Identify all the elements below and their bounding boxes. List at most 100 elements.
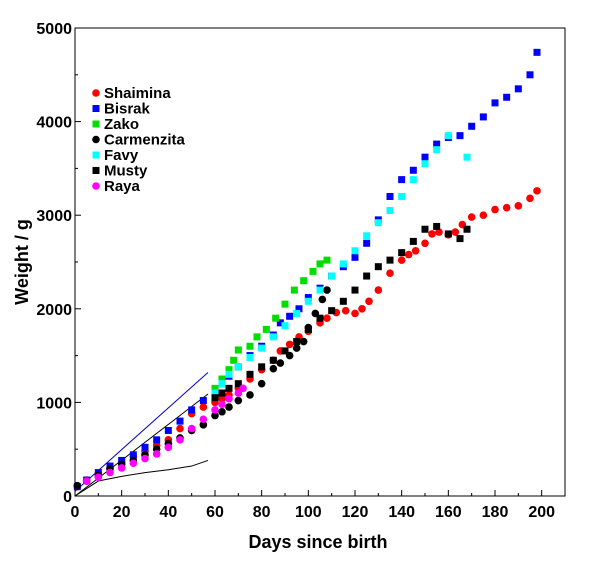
- y-tick-label: 2000: [36, 302, 72, 319]
- data-point: [218, 380, 226, 388]
- x-axis-title: Days since birth: [248, 532, 387, 552]
- data-point: [218, 394, 226, 403]
- data-point: [491, 99, 499, 107]
- data-point: [533, 187, 541, 195]
- data-point: [285, 340, 294, 349]
- data-point: [225, 403, 233, 411]
- data-point: [309, 267, 317, 275]
- data-point: [106, 468, 114, 477]
- data-point: [479, 113, 487, 121]
- data-point: [141, 454, 149, 463]
- data-point: [164, 443, 173, 452]
- data-point: [304, 294, 312, 302]
- data-point: [176, 424, 184, 433]
- legend-label: Favy: [104, 147, 139, 164]
- data-point: [328, 307, 336, 315]
- legend: ShaiminaBisrakZakoCarmenzitaFavyMustyRay…: [92, 85, 186, 195]
- data-point: [409, 237, 417, 245]
- data-point: [199, 397, 207, 405]
- data-point: [290, 286, 298, 294]
- legend-marker: [92, 120, 100, 128]
- data-point: [502, 203, 511, 212]
- legend-marker: [92, 151, 100, 159]
- data-point: [218, 407, 226, 416]
- data-point: [218, 400, 226, 409]
- data-point: [323, 286, 331, 294]
- legend-item: Favy: [92, 147, 139, 164]
- data-point: [374, 286, 383, 294]
- data-point: [428, 230, 436, 238]
- data-point: [316, 286, 324, 294]
- y-tick-label: 0: [63, 489, 72, 506]
- data-point: [451, 228, 460, 236]
- x-tick-label: 200: [528, 504, 555, 521]
- legend-item: Shaimina: [92, 85, 171, 102]
- legend-marker: [92, 89, 100, 97]
- data-point: [129, 459, 138, 468]
- data-point: [318, 295, 327, 304]
- data-point: [187, 424, 196, 433]
- data-point: [246, 353, 254, 361]
- legend-item: Musty: [92, 163, 148, 180]
- data-point: [164, 426, 172, 434]
- data-point: [153, 436, 161, 444]
- data-point: [300, 277, 308, 285]
- data-point: [276, 319, 284, 327]
- legend-label: Bisrak: [104, 101, 151, 118]
- data-point: [533, 48, 541, 56]
- legend-marker: [92, 105, 100, 112]
- data-point: [526, 71, 534, 79]
- legend-label: Musty: [104, 163, 148, 180]
- data-point: [351, 309, 359, 318]
- data-point: [328, 272, 336, 280]
- data-point: [421, 160, 429, 168]
- data-point: [467, 213, 476, 221]
- data-point: [269, 333, 277, 341]
- data-point: [479, 211, 488, 219]
- data-point: [211, 394, 219, 402]
- x-tick-label: 180: [482, 504, 509, 521]
- x-tick-label: 0: [71, 504, 80, 521]
- legend-marker: [92, 167, 100, 174]
- data-point: [211, 406, 219, 414]
- data-point: [225, 366, 233, 374]
- legend-label: Raya: [104, 178, 141, 195]
- data-point: [218, 375, 226, 383]
- data-point: [246, 342, 254, 350]
- data-point: [269, 364, 278, 373]
- x-tick-label: 60: [206, 504, 224, 521]
- data-point: [276, 359, 285, 367]
- data-point: [225, 370, 233, 378]
- series-musty: [211, 222, 471, 402]
- data-point: [503, 93, 511, 101]
- data-point: [295, 305, 303, 313]
- data-point: [211, 411, 219, 420]
- data-point: [293, 309, 301, 317]
- data-point: [246, 370, 254, 378]
- data-point: [281, 300, 289, 308]
- data-point: [316, 260, 324, 268]
- data-point: [456, 235, 464, 243]
- data-point: [363, 239, 371, 247]
- data-point: [82, 477, 91, 485]
- data-point: [218, 389, 226, 397]
- data-point: [433, 222, 441, 230]
- data-point: [463, 153, 471, 161]
- data-point: [117, 464, 126, 472]
- data-point: [339, 297, 347, 305]
- data-point: [323, 256, 331, 264]
- data-point: [234, 389, 243, 397]
- data-point: [292, 344, 301, 352]
- data-point: [374, 219, 382, 227]
- data-point: [230, 356, 238, 364]
- y-axis-title: Weight / g: [12, 219, 32, 305]
- data-point: [234, 380, 242, 388]
- data-point: [176, 417, 184, 425]
- data-point: [421, 225, 429, 233]
- data-point: [374, 263, 382, 271]
- x-tick-label: 100: [295, 504, 322, 521]
- data-point: [258, 363, 266, 371]
- data-point: [199, 403, 208, 411]
- data-point: [398, 249, 406, 257]
- data-point: [246, 391, 254, 399]
